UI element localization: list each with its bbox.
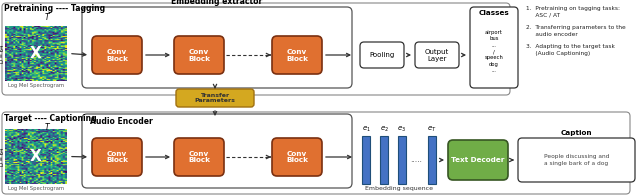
Text: .....: ..... bbox=[410, 155, 422, 164]
FancyBboxPatch shape bbox=[2, 3, 510, 95]
Text: Transfer
Parameters: Transfer Parameters bbox=[195, 93, 236, 103]
FancyBboxPatch shape bbox=[92, 138, 142, 176]
Text: $T$: $T$ bbox=[44, 121, 51, 132]
Text: Audio Encoder: Audio Encoder bbox=[90, 117, 153, 126]
FancyBboxPatch shape bbox=[448, 140, 508, 180]
FancyBboxPatch shape bbox=[518, 138, 635, 182]
FancyBboxPatch shape bbox=[176, 89, 254, 107]
FancyBboxPatch shape bbox=[2, 112, 630, 194]
Text: X: X bbox=[30, 149, 42, 164]
Bar bbox=[398, 136, 406, 184]
Bar bbox=[380, 136, 388, 184]
FancyBboxPatch shape bbox=[82, 7, 352, 88]
Text: airport
bus
...
/
speech
dog
...: airport bus ... / speech dog ... bbox=[484, 30, 504, 73]
FancyBboxPatch shape bbox=[82, 114, 352, 188]
Text: Conv
Block: Conv Block bbox=[286, 151, 308, 163]
Text: Log Mel Spectrogram: Log Mel Spectrogram bbox=[8, 83, 64, 88]
Text: Conv
Block: Conv Block bbox=[106, 48, 128, 62]
Bar bbox=[428, 136, 436, 184]
Text: D = 64: D = 64 bbox=[1, 44, 6, 63]
Text: Caption: Caption bbox=[561, 130, 592, 136]
Text: $e_1$: $e_1$ bbox=[362, 125, 371, 134]
FancyBboxPatch shape bbox=[272, 36, 322, 74]
Text: $T$: $T$ bbox=[44, 11, 51, 22]
FancyBboxPatch shape bbox=[360, 42, 404, 68]
FancyBboxPatch shape bbox=[272, 138, 322, 176]
Text: People discussing and
a single bark of a dog: People discussing and a single bark of a… bbox=[544, 154, 609, 166]
Text: $e_T$: $e_T$ bbox=[427, 125, 437, 134]
Text: D = 64: D = 64 bbox=[1, 147, 6, 166]
Text: Output
Layer: Output Layer bbox=[425, 48, 449, 62]
Bar bbox=[362, 136, 370, 184]
Text: Pretraining ---- Tagging: Pretraining ---- Tagging bbox=[4, 4, 105, 13]
Text: 2.  Transferring parameters to the
     audio encoder: 2. Transferring parameters to the audio … bbox=[526, 25, 626, 37]
Text: Target ---- Captioning: Target ---- Captioning bbox=[4, 114, 97, 123]
Text: 3.  Adapting to the target task
     (Audio Captioning): 3. Adapting to the target task (Audio Ca… bbox=[526, 44, 615, 56]
Text: X: X bbox=[30, 46, 42, 61]
Text: Conv
Block: Conv Block bbox=[188, 151, 210, 163]
Text: $e_3$: $e_3$ bbox=[397, 125, 406, 134]
Text: Classes: Classes bbox=[479, 10, 509, 16]
FancyBboxPatch shape bbox=[415, 42, 459, 68]
Text: Embedding sequence: Embedding sequence bbox=[365, 186, 433, 191]
FancyBboxPatch shape bbox=[92, 36, 142, 74]
FancyBboxPatch shape bbox=[470, 7, 518, 88]
Text: Text Decoder: Text Decoder bbox=[451, 157, 505, 163]
FancyBboxPatch shape bbox=[174, 138, 224, 176]
Text: 1.  Pretraining on tagging tasks:
     ASC / AT: 1. Pretraining on tagging tasks: ASC / A… bbox=[526, 6, 620, 18]
Text: $e_2$: $e_2$ bbox=[380, 125, 388, 134]
Text: Log Mel Spectrogram: Log Mel Spectrogram bbox=[8, 186, 64, 191]
Text: Pooling: Pooling bbox=[369, 52, 395, 58]
Text: Conv
Block: Conv Block bbox=[188, 48, 210, 62]
Text: Embedding extractor: Embedding extractor bbox=[172, 0, 262, 6]
Text: Conv
Block: Conv Block bbox=[286, 48, 308, 62]
FancyBboxPatch shape bbox=[174, 36, 224, 74]
Text: Conv
Block: Conv Block bbox=[106, 151, 128, 163]
